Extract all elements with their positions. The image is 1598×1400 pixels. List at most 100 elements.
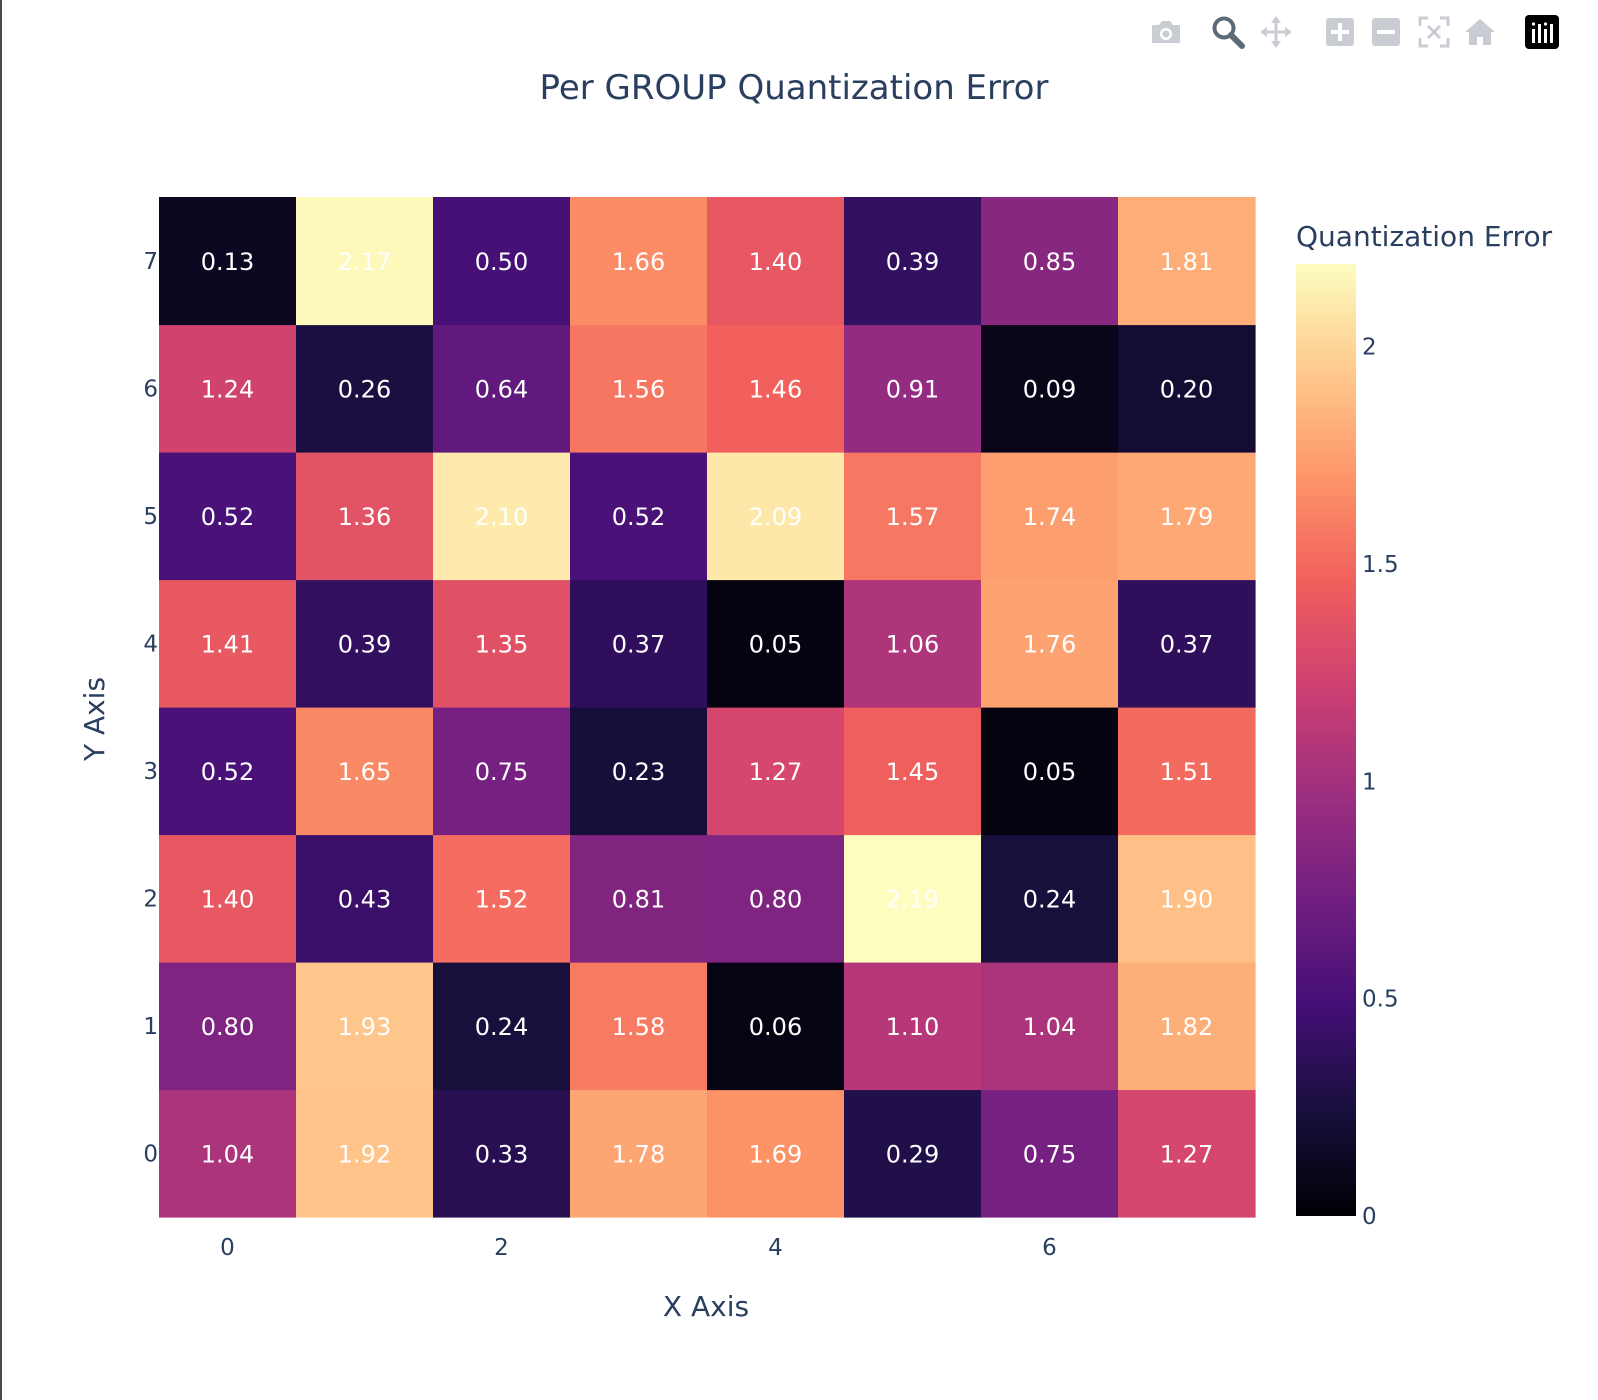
heatmap-cell[interactable]	[981, 1089, 1119, 1218]
heatmap-cell[interactable]	[844, 1089, 982, 1218]
cell-value-label: 1.40	[749, 248, 802, 276]
heatmap-cell[interactable]	[570, 1089, 708, 1218]
y-tick-label: 5	[143, 504, 158, 530]
heatmap-cell[interactable]	[570, 962, 708, 1091]
heatmap-cell[interactable]	[844, 197, 982, 326]
heatmap-cell[interactable]	[296, 962, 434, 1091]
heatmap-cell[interactable]	[570, 579, 708, 708]
heatmap-cell[interactable]	[844, 324, 982, 453]
heatmap-cell[interactable]	[1118, 197, 1256, 326]
heatmap-cell[interactable]	[1118, 579, 1256, 708]
y-tick-label: 3	[143, 759, 158, 785]
heatmap-cell[interactable]	[1118, 324, 1256, 453]
heatmap-cell[interactable]	[296, 707, 434, 836]
colorbar-tick-label: 1.5	[1362, 552, 1399, 578]
heatmap-cell[interactable]	[570, 324, 708, 453]
heatmap-cell[interactable]	[433, 962, 571, 1091]
cell-value-label: 1.46	[749, 375, 802, 403]
y-tick-label: 0	[143, 1141, 158, 1167]
reset-axes-button[interactable]	[1458, 10, 1502, 54]
heatmap-cell[interactable]	[159, 834, 297, 963]
heatmap-cell[interactable]	[707, 197, 845, 326]
pan-button[interactable]	[1254, 10, 1298, 54]
cell-value-label: 0.06	[749, 1013, 802, 1041]
x-axis-title: X Axis	[663, 1290, 749, 1323]
cell-value-label: 0.09	[1023, 375, 1076, 403]
cell-value-label: 1.57	[886, 503, 939, 531]
zoom-in-button[interactable]	[1318, 10, 1362, 54]
heatmap-cell[interactable]	[570, 834, 708, 963]
heatmap-cell[interactable]	[707, 834, 845, 963]
heatmap-cell[interactable]	[1118, 1089, 1256, 1218]
heatmap-cell[interactable]	[981, 834, 1119, 963]
heatmap-cell[interactable]	[296, 834, 434, 963]
window-left-border	[0, 0, 2, 1400]
heatmap-cell[interactable]	[433, 579, 571, 708]
heatmap-cell[interactable]	[433, 452, 571, 581]
y-tick-label: 1	[143, 1014, 158, 1040]
heatmap-cell[interactable]	[159, 962, 297, 1091]
y-tick-label: 7	[143, 249, 158, 275]
heatmap-cell[interactable]	[981, 579, 1119, 708]
cell-value-label: 0.20	[1160, 375, 1213, 403]
heatmap-cell[interactable]	[707, 1089, 845, 1218]
heatmap-cell[interactable]	[1118, 962, 1256, 1091]
heatmap-cell[interactable]	[296, 197, 434, 326]
heatmap-cell[interactable]	[844, 579, 982, 708]
heatmap-cell[interactable]	[570, 707, 708, 836]
heatmap-cell[interactable]	[296, 452, 434, 581]
heatmap-cell[interactable]	[433, 197, 571, 326]
x-tick-label: 0	[220, 1235, 235, 1261]
heatmap-cell[interactable]	[570, 452, 708, 581]
heatmap-cell[interactable]	[844, 707, 982, 836]
heatmap-cell[interactable]	[844, 834, 982, 963]
camera-button[interactable]	[1144, 10, 1188, 54]
heatmap-cell[interactable]	[570, 197, 708, 326]
cell-value-label: 0.52	[201, 503, 254, 531]
heatmap-cell[interactable]	[433, 707, 571, 836]
heatmap-cell[interactable]	[981, 962, 1119, 1091]
cell-value-label: 1.81	[1160, 248, 1213, 276]
heatmap-cell[interactable]	[981, 324, 1119, 453]
heatmap-cell[interactable]	[707, 707, 845, 836]
heatmap-cell[interactable]	[433, 1089, 571, 1218]
cell-value-label: 0.52	[612, 503, 665, 531]
heatmap-cell[interactable]	[1118, 834, 1256, 963]
zoom-out-button[interactable]	[1364, 10, 1408, 54]
heatmap-cell[interactable]	[707, 324, 845, 453]
cell-value-label: 1.27	[1160, 1140, 1213, 1168]
heatmap-cell[interactable]	[707, 962, 845, 1091]
cell-value-label: 1.10	[886, 1013, 939, 1041]
autoscale-button[interactable]	[1412, 10, 1456, 54]
heatmap-cell[interactable]	[159, 579, 297, 708]
heatmap-cell[interactable]	[433, 324, 571, 453]
heatmap-cell[interactable]	[159, 707, 297, 836]
cell-value-label: 1.66	[612, 248, 665, 276]
zoom-button[interactable]	[1206, 10, 1250, 54]
heatmap-cell[interactable]	[159, 324, 297, 453]
heatmap-cell[interactable]	[1118, 452, 1256, 581]
heatmap-cell[interactable]	[981, 197, 1119, 326]
heatmap-cell[interactable]	[159, 1089, 297, 1218]
heatmap-cell[interactable]	[1118, 707, 1256, 836]
heatmap-cell[interactable]	[844, 962, 982, 1091]
heatmap-cell[interactable]	[296, 1089, 434, 1218]
heatmap-cell[interactable]	[159, 452, 297, 581]
cell-value-label: 0.50	[475, 248, 528, 276]
heatmap-cell[interactable]	[433, 834, 571, 963]
heatmap-cell[interactable]	[981, 452, 1119, 581]
heatmap-cell[interactable]	[296, 579, 434, 708]
cell-value-label: 1.35	[475, 630, 528, 658]
heatmap-cell[interactable]	[981, 707, 1119, 836]
cell-value-label: 1.79	[1160, 503, 1213, 531]
colorbar-tick-label: 0	[1362, 1204, 1377, 1230]
heatmap-cell[interactable]	[844, 452, 982, 581]
heatmap-cell[interactable]	[159, 197, 297, 326]
heatmap-cell[interactable]	[296, 324, 434, 453]
cell-value-label: 0.26	[338, 375, 391, 403]
heatmap-cell[interactable]	[707, 452, 845, 581]
x-axis-ticks: 0 2 4 6	[220, 1235, 1057, 1261]
heatmap-cells	[159, 197, 1256, 1218]
heatmap-cell[interactable]	[707, 579, 845, 708]
plotly-logo-button[interactable]	[1520, 10, 1564, 54]
